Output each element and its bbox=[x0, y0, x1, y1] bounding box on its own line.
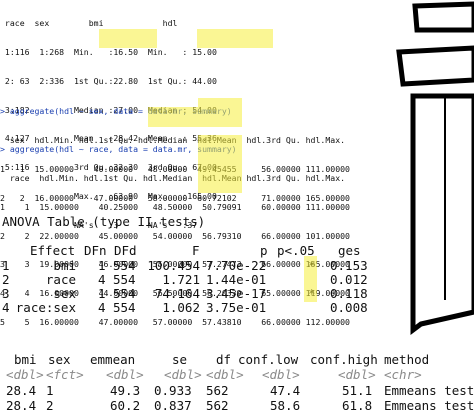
agg-sex-median-highlight bbox=[148, 107, 198, 127]
anova-table: Effect DFn DFd F p p<.05 ges 1 bmi 1 554… bbox=[0, 243, 380, 323]
summary-line: 1:116 1:268 Min. :16.50 Min. : 15.00 bbox=[0, 46, 217, 57]
emm-emmean: 60.2 bbox=[110, 398, 141, 413]
emm-col-df: df bbox=[216, 352, 232, 367]
aggregate-race-header: race hdl.Min. hdl.1st Qu. hdl.Median hdl… bbox=[0, 172, 346, 183]
emm-bmi: 28.4 bbox=[6, 398, 37, 413]
anova-f: 100.454 bbox=[147, 258, 200, 273]
emm-type-conflow: <dbl> bbox=[262, 367, 300, 382]
anova-dfd: 554 bbox=[113, 286, 136, 301]
anova-ges: 0.118 bbox=[330, 286, 368, 301]
aggregate-race-row: 1 1 15.00000 40.25000 48.50000 50.79091 … bbox=[0, 201, 350, 212]
agg-race-mean-highlight bbox=[198, 135, 242, 193]
anova-col-sig: p<.05 bbox=[277, 243, 315, 258]
anova-effect: race bbox=[45, 272, 76, 287]
emm-se: 0.933 bbox=[154, 383, 192, 398]
anova-dfn: 1 bbox=[98, 286, 106, 301]
anova-effect: race:sex bbox=[15, 300, 76, 315]
emm-type-sex: <fct> bbox=[46, 367, 84, 382]
anova-col-dfd: DFd bbox=[114, 243, 137, 258]
anova-f: 1.721 bbox=[162, 272, 200, 287]
emm-conflow: 47.4 bbox=[270, 383, 301, 398]
emm-type-emmean: <dbl> bbox=[106, 367, 144, 382]
anova-dfn: 1 bbox=[98, 258, 106, 273]
agg-sex-mean-highlight bbox=[198, 98, 242, 127]
emm-emmean: 49.3 bbox=[110, 383, 141, 398]
emm-type-se: <dbl> bbox=[164, 367, 202, 382]
redaction-box-large bbox=[410, 93, 474, 335]
emm-sex: 1 bbox=[46, 383, 54, 398]
aggregate-race-row: 3 3 19.00000 46.00000 55.00000 57.27473 … bbox=[0, 259, 350, 270]
summary-bmi-highlight bbox=[99, 29, 157, 48]
anova-ges: 0.008 bbox=[330, 300, 368, 315]
aggregate-race-command: > aggregate(hdl ~ race, data = data.mr, … bbox=[0, 144, 237, 155]
anova-ges: 0.153 bbox=[330, 258, 368, 273]
emm-type-df: <dbl> bbox=[206, 367, 244, 382]
aggregate-sex-row: 2 2 16.00000 47.00000 58.00000 60.72102 … bbox=[0, 192, 350, 203]
anova-p: 7.70e-22 bbox=[206, 258, 267, 273]
anova-row-index: 4 bbox=[2, 300, 10, 315]
summary-hdl-highlight bbox=[197, 29, 273, 48]
emm-sex: 2 bbox=[46, 398, 54, 413]
emm-df: 562 bbox=[206, 398, 229, 413]
emm-se: 0.837 bbox=[154, 398, 192, 413]
emm-col-conflow: conf.low bbox=[238, 352, 299, 367]
summary-line: NA's :3 NA's :37 bbox=[0, 219, 198, 230]
summary-line: 2: 63 2:336 1st Qu.:22.80 1st Qu.: 44.00 bbox=[0, 75, 217, 86]
anova-row-index: 3 bbox=[2, 286, 10, 301]
emm-confhigh: 51.1 bbox=[342, 383, 373, 398]
anova-f: 1.062 bbox=[162, 300, 200, 315]
emm-col-bmi: bmi bbox=[14, 352, 37, 367]
anova-col-dfn: DFn bbox=[84, 243, 107, 258]
emm-confhigh: 61.8 bbox=[342, 398, 373, 413]
emm-method: Emmeans test bbox=[384, 398, 474, 413]
redaction-box-top bbox=[412, 1, 474, 33]
aggregate-race-row: 5 5 16.00000 47.00000 57.00000 57.43810 … bbox=[0, 316, 350, 327]
summary-line: race sex bmi hdl bbox=[0, 18, 178, 29]
emm-type-method: <chr> bbox=[384, 367, 422, 382]
emm-col-emmean: emmean bbox=[90, 352, 136, 367]
anova-row-index: 1 bbox=[2, 258, 10, 273]
anova-p: 3.45e-17 bbox=[206, 286, 267, 301]
emm-col-method: method bbox=[384, 352, 430, 367]
emm-conflow: 58.6 bbox=[270, 398, 301, 413]
anova-title: ANOVA Table (type II tests) bbox=[2, 214, 206, 229]
anova-col-effect: Effect bbox=[30, 243, 76, 258]
emm-col-se: se bbox=[172, 352, 188, 367]
anova-f: 74.164 bbox=[154, 286, 200, 301]
anova-col-f: F bbox=[192, 243, 200, 258]
anova-effect: sex bbox=[53, 286, 76, 301]
emm-method: Emmeans test bbox=[384, 383, 474, 398]
anova-effect: bmi bbox=[53, 258, 76, 273]
aggregate-race-row: 2 2 22.00000 45.00000 54.00000 56.79310 … bbox=[0, 230, 350, 241]
emmeans-table: bmi sex emmean se df conf.low conf.high … bbox=[0, 352, 474, 417]
emm-col-sex: sex bbox=[48, 352, 71, 367]
summary-line: Max. :63.90 Max. :165.00 bbox=[0, 190, 217, 201]
redaction-box-middle bbox=[396, 45, 474, 87]
aggregate-race-row: 4 4 16.00000 44.00000 56.50000 56.20339 … bbox=[0, 288, 350, 299]
anova-dfn: 4 bbox=[98, 300, 106, 315]
redaction-marks bbox=[396, 1, 474, 335]
anova-significance-highlight bbox=[304, 256, 317, 302]
anova-dfn: 4 bbox=[98, 272, 106, 287]
anova-dfd: 554 bbox=[113, 258, 136, 273]
anova-dfd: 554 bbox=[113, 300, 136, 315]
anova-col-p: p bbox=[260, 243, 268, 258]
anova-col-ges: ges bbox=[338, 243, 361, 258]
emm-type-confhigh: <dbl> bbox=[338, 367, 376, 382]
emm-col-confhigh: conf.high bbox=[310, 352, 378, 367]
emm-bmi: 28.4 bbox=[6, 383, 37, 398]
anova-ges: 0.012 bbox=[330, 272, 368, 287]
emm-df: 562 bbox=[206, 383, 229, 398]
emm-type-bmi: <dbl> bbox=[6, 367, 44, 382]
anova-row-index: 2 bbox=[2, 272, 10, 287]
anova-p: 1.44e-01 bbox=[206, 272, 267, 287]
anova-p: 3.75e-01 bbox=[206, 300, 267, 315]
anova-dfd: 554 bbox=[113, 272, 136, 287]
